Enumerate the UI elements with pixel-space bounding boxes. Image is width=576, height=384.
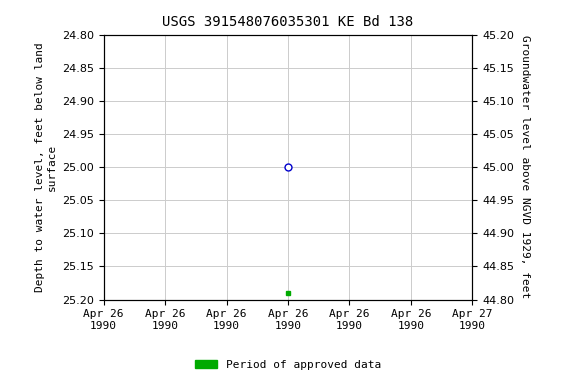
Y-axis label: Depth to water level, feet below land
surface: Depth to water level, feet below land su… [35,42,56,292]
Y-axis label: Groundwater level above NGVD 1929, feet: Groundwater level above NGVD 1929, feet [520,35,529,299]
Legend: Period of approved data: Period of approved data [191,356,385,375]
Title: USGS 391548076035301 KE Bd 138: USGS 391548076035301 KE Bd 138 [162,15,414,29]
